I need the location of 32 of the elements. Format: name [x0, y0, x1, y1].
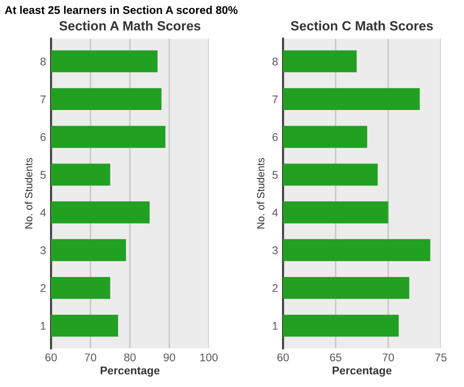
y-tick-label: 6	[272, 133, 278, 141]
y-tick-label: 7	[40, 95, 46, 104]
y-tick-label: 3	[272, 246, 278, 254]
x-tick-label: 80	[124, 353, 136, 362]
x-tick-label: 60	[277, 353, 289, 362]
y-tick-label: 5	[272, 171, 278, 179]
y-tick-label: 8	[272, 58, 278, 66]
chart-title: Section A Math Scores	[59, 20, 200, 30]
y-tick-label: 2	[40, 284, 46, 292]
y-tick-label: 8	[40, 58, 46, 66]
y-tick-label: 3	[40, 246, 46, 254]
x-axis-title: Percentage	[332, 366, 392, 377]
y-tick-label: 2	[272, 284, 278, 292]
x-tick-label: 70	[84, 353, 96, 362]
y-axis-title: No. of Students	[24, 158, 32, 229]
x-tick-label: 100	[200, 353, 218, 362]
x-tick-label: 90	[164, 353, 176, 362]
x-tick-label: 60	[45, 353, 57, 362]
chart-title: Section C Math Scores	[290, 20, 433, 30]
x-tick-label: 65	[330, 353, 342, 362]
y-tick-label: 7	[272, 95, 278, 104]
y-axis-title: No. of Students	[256, 158, 264, 229]
y-tick-label: 4	[272, 208, 278, 216]
x-tick-label: 75	[435, 354, 447, 362]
y-tick-label: 5	[40, 171, 46, 179]
x-tick-label: 70	[382, 353, 394, 362]
y-tick-label: 6	[40, 133, 46, 141]
x-axis-title: Percentage	[100, 366, 160, 377]
y-tick-label: 4	[40, 208, 46, 216]
text: At least 25 learners in Section A scored 80%	[4, 6, 238, 14]
y-tick-label: 1	[272, 322, 278, 330]
y-tick-label: 1	[40, 322, 46, 330]
